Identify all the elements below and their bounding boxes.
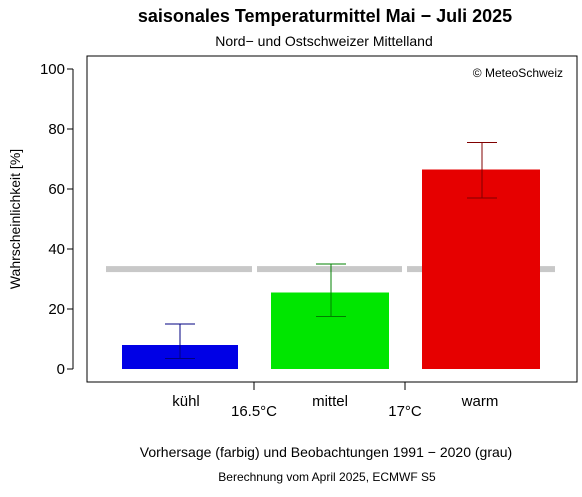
y-tick-label: 40	[48, 241, 65, 258]
chart-caption: Vorhersage (farbig) und Beobachtungen 19…	[140, 444, 512, 460]
y-tick-label: 60	[48, 181, 65, 198]
chart-title: saisonales Temperaturmittel Mai − Juli 2…	[138, 6, 512, 26]
copyright-label: © MeteoSchweiz	[473, 66, 563, 80]
threshold-label-1: 16.5°C	[231, 403, 277, 420]
x-axis: kühl mittel warm 16.5°C 17°C	[172, 382, 498, 420]
y-tick-label: 0	[57, 361, 65, 378]
chart-note: Berechnung vom April 2025, ECMWF S5	[218, 470, 436, 484]
forecast-bar-warm	[422, 169, 540, 369]
category-label-3: warm	[461, 393, 499, 410]
forecast-bars	[122, 169, 540, 369]
threshold-label-2: 17°C	[388, 403, 422, 420]
y-axis-label: Wahrscheinlichkeit [%]	[7, 149, 23, 289]
category-label-1: kühl	[172, 393, 200, 410]
plot-frame	[86, 55, 578, 383]
error-bars	[165, 142, 497, 359]
chart-subtitle: Nord− und Ostschweizer Mittelland	[215, 33, 433, 49]
forecast-bar-mittel	[271, 292, 389, 369]
y-axis: 0 20 40 60 80 100	[40, 61, 74, 378]
y-tick-label: 80	[48, 121, 65, 138]
y-tick-label: 20	[48, 301, 65, 318]
y-tick-label: 100	[40, 61, 65, 78]
reference-bar-1	[106, 266, 252, 273]
reference-bar-2	[257, 266, 402, 273]
category-label-2: mittel	[312, 393, 348, 410]
